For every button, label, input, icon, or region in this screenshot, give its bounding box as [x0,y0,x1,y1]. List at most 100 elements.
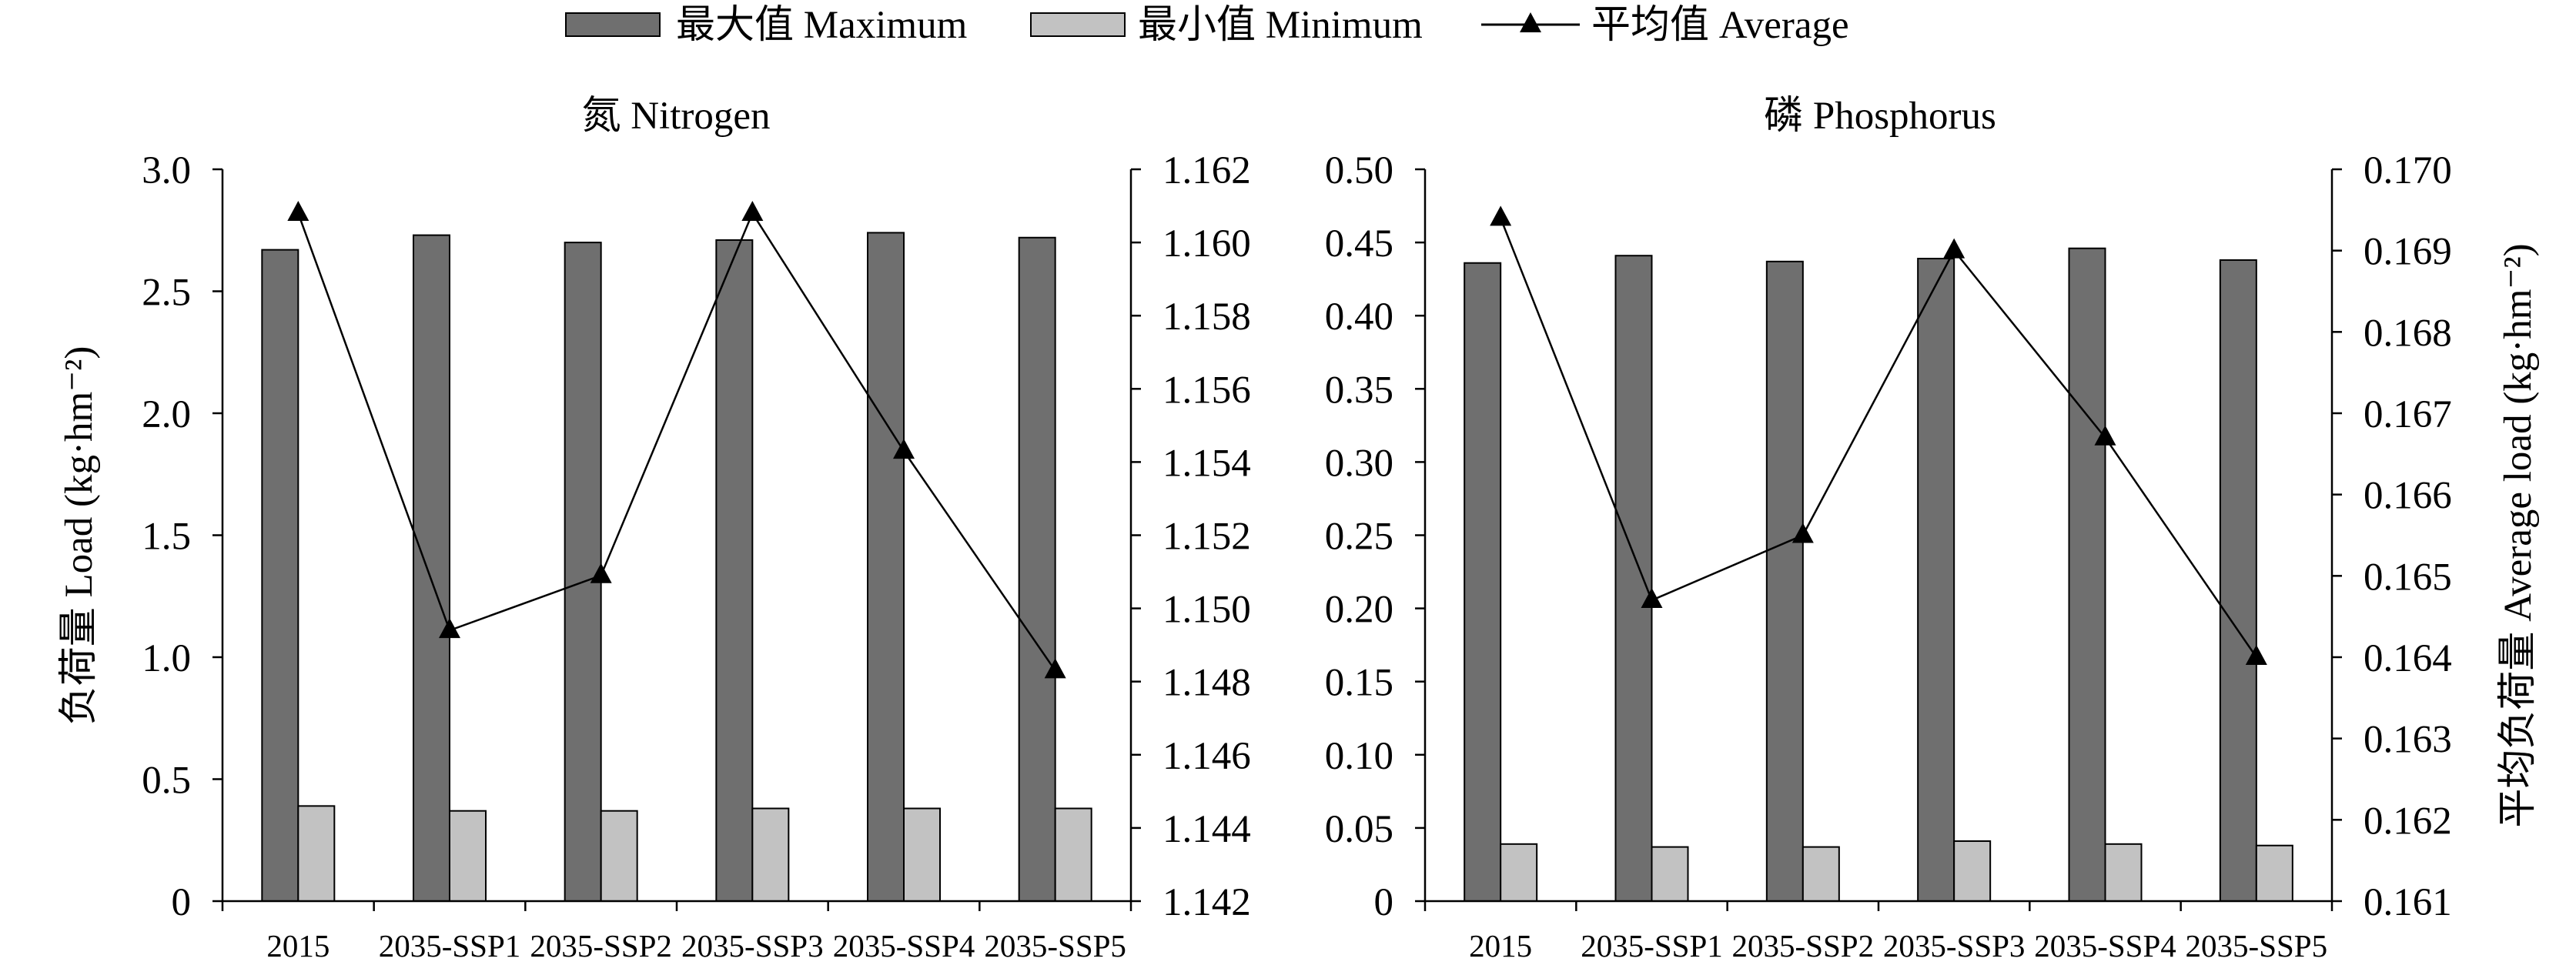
phosphorus-bar-max-2035-SSP1 [1614,255,1653,902]
phosphorus-y-tick-label: 0.35 [1325,369,1393,412]
phosphorus-bar-max-2015 [1464,262,1502,902]
phosphorus-bar-min-2035-SSP4 [2104,843,2143,903]
phosphorus-bar-min-2015 [1500,843,1538,903]
phosphorus-bar-max-2035-SSP5 [2219,259,2257,902]
phosphorus-x-tick-label: 2035-SSP5 [2186,928,2328,963]
nitrogen-y-tick-label: 3.0 [142,149,191,192]
legend-min-swatch [1030,12,1126,37]
nitrogen-bar-max-2035-SSP3 [715,239,754,902]
nitrogen-bar-min-2015 [297,805,336,902]
nitrogen-x-tick-label: 2035-SSP2 [530,928,672,963]
nitrogen-bar-max-2015 [261,249,299,902]
nitrogen-y2-tick-label: 1.156 [1163,369,1251,412]
phosphorus-y2-tick-label: 0.166 [2364,475,2452,518]
phosphorus-y2-tick-label: 0.169 [2364,231,2452,274]
legend: 最大值 Maximum 最小值 Minimum 平均值 Average [565,4,1849,47]
legend-average-triangle-icon [1520,12,1541,32]
nitrogen-bar-min-2035-SSP3 [751,807,790,903]
nitrogen-y2-tick-label: 1.152 [1163,516,1251,559]
phosphorus-y-tick-label: 0.05 [1325,808,1393,851]
nitrogen-y2-tick-label: 1.146 [1163,735,1251,778]
phosphorus-x-tick-label: 2035-SSP1 [1581,928,1723,963]
phosphorus-average-point-2035-SSP3 [1943,238,1965,259]
nitrogen-y2-tick-label: 1.148 [1163,662,1251,705]
nitrogen-chart: 0 0.5 1.0 1.5 2.0 2.5 3.0 1.142 1.144 1.146 1.148 1… [142,149,1251,963]
nitrogen-y-tick-label: 1.5 [142,516,191,559]
phosphorus-y2-tick-label: 0.162 [2364,800,2452,843]
phosphorus-bar-min-2035-SSP1 [1651,846,1689,902]
phosphorus-y2-tick-label: 0.164 [2364,637,2452,680]
nitrogen-bar-max-2035-SSP2 [564,242,602,903]
nitrogen-x-tick-label: 2035-SSP4 [833,928,975,963]
phosphorus-y2-tick-label: 0.165 [2364,556,2452,599]
phosphorus-y-tick-label: 0.30 [1325,442,1393,485]
phosphorus-y-tick-label: 0.15 [1325,662,1393,705]
nitrogen-x-tick-label: 2035-SSP3 [681,928,824,963]
phosphorus-y-tick-label: 0.10 [1325,735,1393,778]
legend-max-swatch [565,12,661,37]
legend-min-label: 最小值 Minimum [1138,4,1423,47]
nitrogen-y2-tick-label: 1.144 [1163,808,1251,851]
phosphorus-y2-axis-title: 平均负荷量 Average load (kg·hm⁻²) [2497,243,2540,827]
phosphorus-average-point-2035-SSP1 [1641,588,1663,609]
nitrogen-y-axis-title: 负荷量 Load (kg·hm⁻²) [58,346,101,726]
nitrogen-y2-tick-label: 1.154 [1163,442,1251,485]
phosphorus-x-tick-label: 2015 [1469,928,1532,963]
nitrogen-y2-tick-label: 1.150 [1163,589,1251,632]
nitrogen-bar-min-2035-SSP4 [903,807,941,903]
legend-max-label: 最大值 Maximum [676,4,967,47]
phosphorus-y2-tick-label: 0.170 [2364,149,2452,192]
nitrogen-y2-tick-label: 1.142 [1163,881,1251,924]
phosphorus-y2-tick-label: 0.168 [2364,312,2452,355]
nitrogen-bar-max-2035-SSP5 [1018,236,1056,902]
phosphorus-y-tick-label: 0.50 [1325,149,1393,192]
nitrogen-bar-max-2035-SSP1 [413,234,450,902]
nitrogen-bar-min-2035-SSP5 [1054,807,1092,903]
phosphorus-x-tick-label: 2035-SSP3 [1883,928,2026,963]
nitrogen-average-point-2035-SSP4 [893,439,915,459]
nitrogen-average-point-2015 [287,201,309,222]
phosphorus-bar-max-2035-SSP4 [2068,247,2106,902]
nitrogen-y2-tick-label: 1.162 [1163,149,1251,192]
phosphorus-x-tick-label: 2035-SSP4 [2034,928,2176,963]
nitrogen-average-point-2035-SSP5 [1044,658,1066,679]
nitrogen-bar-min-2035-SSP1 [449,810,487,902]
phosphorus-y2-tick-label: 0.163 [2364,719,2452,762]
nitrogen-y2-tick-label: 1.158 [1163,296,1251,339]
phosphorus-bar-min-2035-SSP5 [2255,844,2293,902]
phosphorus-y-tick-label: 0.40 [1325,296,1393,339]
nitrogen-y2-tick-label: 1.160 [1163,222,1251,265]
phosphorus-chart-title: 磷 Phosphorus [1764,95,1996,138]
nitrogen-x-tick-label: 2035-SSP1 [379,928,521,963]
nitrogen-x-tick-label: 2035-SSP5 [984,928,1126,963]
phosphorus-bar-min-2035-SSP3 [1953,840,1992,902]
phosphorus-y2-tick-label: 0.167 [2364,393,2452,436]
phosphorus-bar-min-2035-SSP2 [1802,846,1840,902]
nitrogen-average-point-2035-SSP1 [439,618,460,639]
nitrogen-y-tick-label: 2.5 [142,272,191,315]
phosphorus-average-line [1500,217,2257,658]
phosphorus-y-tick-label: 0.25 [1325,516,1393,559]
phosphorus-average-point-2035-SSP4 [2094,425,2116,446]
phosphorus-average-point-2035-SSP5 [2245,645,2267,665]
phosphorus-y-tick-label: 0 [1374,881,1394,924]
phosphorus-average-point-2035-SSP2 [1791,523,1814,543]
phosphorus-bar-max-2035-SSP3 [1917,258,1955,903]
nitrogen-x-tick-label: 2015 [266,928,330,963]
phosphorus-chart: 0 0.05 0.10 0.15 0.20 0.25 0.30 0.35 0.40 0.45 0.5… [1325,149,2452,963]
nitrogen-y-tick-label: 2.0 [142,393,191,436]
nitrogen-y-tick-label: 0 [172,881,192,924]
nitrogen-average-line [297,211,1056,672]
nitrogen-average-point-2035-SSP3 [741,201,764,222]
phosphorus-y-tick-label: 0.45 [1325,222,1393,265]
nitrogen-y-tick-label: 1.0 [142,637,191,680]
phosphorus-average-point-2015 [1490,205,1512,226]
phosphorus-x-tick-label: 2035-SSP2 [1732,928,1875,963]
phosphorus-y-tick-label: 0.20 [1325,589,1393,632]
nitrogen-chart-title: 氮 Nitrogen [581,95,770,138]
nitrogen-bar-min-2035-SSP2 [600,810,638,902]
nitrogen-bar-max-2035-SSP4 [867,232,905,903]
nitrogen-average-point-2035-SSP2 [590,563,612,583]
nitrogen-y-tick-label: 0.5 [142,760,191,803]
